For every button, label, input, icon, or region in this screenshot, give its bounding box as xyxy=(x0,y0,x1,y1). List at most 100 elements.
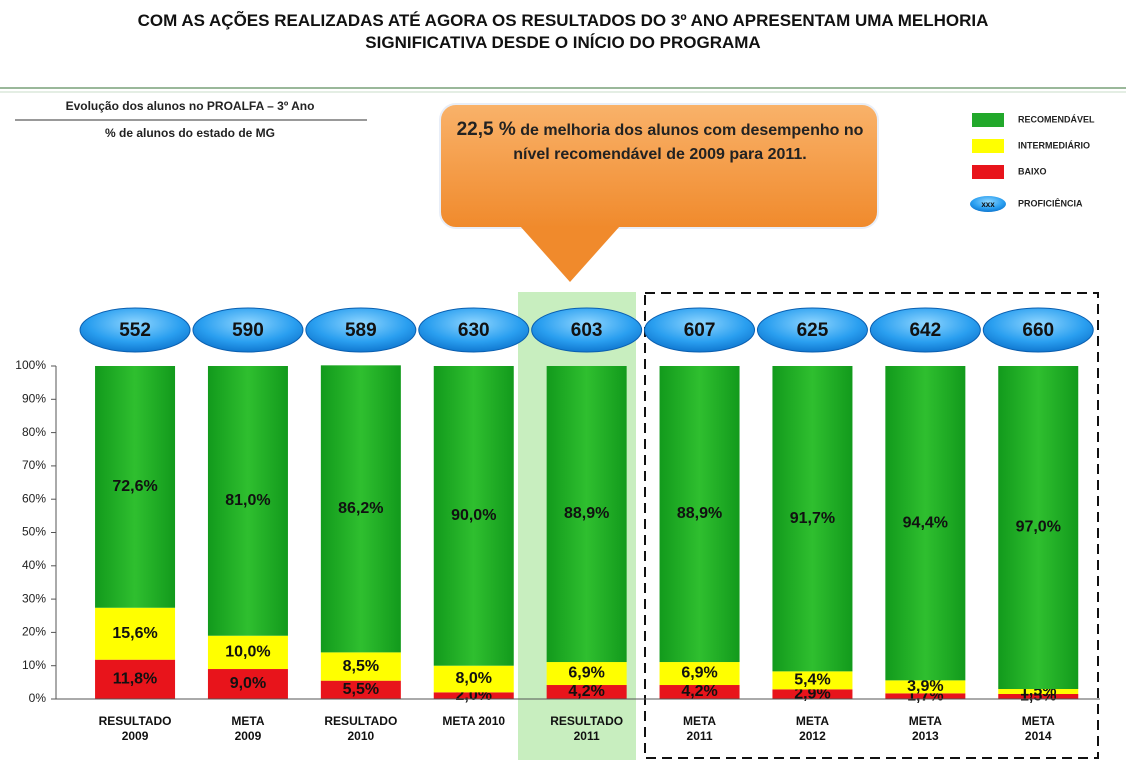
proficiency-marker xyxy=(869,307,981,353)
bar-segment xyxy=(433,665,514,693)
bar-segment xyxy=(207,366,288,636)
value-label: 15,6% xyxy=(112,625,157,642)
y-tick-label: 40% xyxy=(22,558,46,572)
bar-segment xyxy=(433,692,514,699)
legend-marker-label: xxx xyxy=(981,200,995,209)
bar-segment xyxy=(998,694,1079,699)
value-label: 97,0% xyxy=(1016,519,1061,536)
bar-segment xyxy=(546,685,627,699)
proficiency-marker xyxy=(756,307,868,353)
bar-segment xyxy=(320,652,401,681)
bar-segment xyxy=(546,366,627,663)
x-tick-label: META 2010 xyxy=(442,714,506,728)
proficiency-label: 607 xyxy=(684,320,716,341)
value-label: 10,0% xyxy=(225,644,270,661)
value-label: 91,7% xyxy=(790,510,835,527)
value-label: 3,9% xyxy=(907,678,943,695)
value-label: 8,0% xyxy=(456,670,492,687)
bar-segment xyxy=(998,689,1079,695)
goals-frame xyxy=(644,292,1099,759)
x-tick-label: META 2014 xyxy=(1021,714,1055,743)
callout-box xyxy=(439,103,879,229)
y-tick-label: 30% xyxy=(22,591,46,605)
bar-segment xyxy=(433,366,514,666)
value-label: 86,2% xyxy=(338,500,383,517)
value-label: 88,9% xyxy=(677,505,722,522)
value-label: 6,9% xyxy=(681,665,717,682)
bar-segment xyxy=(95,659,176,699)
x-tick-label: RESULTADO 2011 xyxy=(550,714,624,743)
bar-segment xyxy=(207,669,288,699)
x-tick-label: META 2012 xyxy=(795,714,829,743)
x-tick-label: META 2011 xyxy=(682,714,717,743)
bar-segment xyxy=(320,365,401,653)
proficiency-label: 660 xyxy=(1022,320,1054,341)
bar-segment xyxy=(659,366,740,663)
legend-swatch xyxy=(972,165,1004,179)
y-tick-label: 70% xyxy=(22,458,46,472)
proficiency-label: 590 xyxy=(232,320,264,341)
proficiency-marker xyxy=(418,307,530,353)
bar-segment xyxy=(772,366,853,672)
bar-segment xyxy=(546,662,627,686)
legend-label: INTERMEDIÁRIO xyxy=(1018,140,1090,150)
bar-segment xyxy=(885,366,966,681)
y-tick-label: 80% xyxy=(22,425,46,439)
x-tick-label: RESULTADO 2009 xyxy=(98,714,172,743)
y-tick-label: 20% xyxy=(22,625,46,639)
proficiency-label: 642 xyxy=(909,320,941,341)
y-description: % de alunos do estado de MG xyxy=(105,126,275,140)
x-tick-label: META 2013 xyxy=(908,714,942,743)
proficiency-marker xyxy=(982,307,1094,353)
value-label: 6,9% xyxy=(568,665,604,682)
y-tick-label: 100% xyxy=(15,358,46,372)
value-label: 72,6% xyxy=(112,478,157,495)
callout-pointer xyxy=(520,226,620,282)
proficiency-label: 552 xyxy=(119,320,151,341)
value-label: 88,9% xyxy=(564,505,609,522)
bar-segment xyxy=(207,635,288,670)
subtitle: Evolução dos alunos no PROALFA – 3º Ano xyxy=(66,99,315,113)
bar-segment xyxy=(659,662,740,686)
bar-segment xyxy=(772,689,853,699)
legend-label: PROFICIÊNCIA xyxy=(1018,197,1083,208)
legend-label: RECOMENDÁVEL xyxy=(1018,114,1095,124)
chart-title: COM AS AÇÕES REALIZADAS ATÉ AGORA OS RES… xyxy=(137,11,989,52)
value-label: 81,0% xyxy=(225,492,270,509)
proficiency-marker xyxy=(79,307,191,353)
bar-segment xyxy=(885,693,966,699)
x-tick-label: RESULTADO 2010 xyxy=(324,714,398,743)
bar-segment xyxy=(95,366,176,608)
value-label: 90,0% xyxy=(451,507,496,524)
value-label: 4,2% xyxy=(568,683,604,700)
bar-segment xyxy=(320,680,401,699)
value-label: 94,4% xyxy=(903,514,948,531)
x-tick-label: META 2009 xyxy=(231,714,265,743)
proficiency-marker xyxy=(531,307,643,353)
y-tick-label: 60% xyxy=(22,491,46,505)
legend-label: BAIXO xyxy=(1018,166,1047,176)
y-tick-label: 10% xyxy=(22,658,46,672)
y-tick-label: 90% xyxy=(22,391,46,405)
callout: 22,5 % de melhoria dos alunos com desemp… xyxy=(448,118,872,167)
value-label: 9,0% xyxy=(230,675,266,692)
bar-segment xyxy=(998,366,1079,690)
proficiency-label: 630 xyxy=(458,320,490,341)
bar-segment xyxy=(95,607,176,660)
bar-segment xyxy=(659,685,740,699)
y-tick-label: 50% xyxy=(22,525,46,539)
proficiency-label: 625 xyxy=(797,320,829,341)
proficiency-marker xyxy=(305,307,417,353)
legend-swatch xyxy=(972,113,1004,127)
proficiency-label: 589 xyxy=(345,320,377,341)
bar-segment xyxy=(772,671,853,690)
proficiency-marker xyxy=(192,307,304,353)
y-tick-label: 0% xyxy=(29,691,47,705)
proficiency-label: 603 xyxy=(571,320,603,341)
legend-swatch xyxy=(972,139,1004,153)
value-label: 2,9% xyxy=(794,685,830,702)
value-label: 4,2% xyxy=(681,683,717,700)
value-label: 11,8% xyxy=(113,671,157,688)
callout-text: de melhoria dos alunos com desempenho no… xyxy=(513,122,864,163)
